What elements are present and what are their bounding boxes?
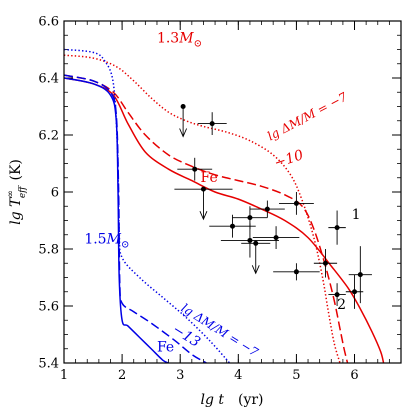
y-tick-label: 5.6: [38, 300, 59, 315]
observation-point: [174, 186, 233, 221]
observation-marker: [293, 269, 299, 275]
plot-frame: [63, 20, 402, 364]
annotation-mass-sub: ⊙: [194, 38, 202, 49]
y-tick-label: 6.2: [38, 129, 59, 144]
annotation-mass-blue: 1.5M⊙: [84, 231, 129, 250]
annotation-mass-value: 1.3: [157, 30, 179, 46]
x-tick-label: 5: [292, 368, 300, 383]
x-tick-label: 3: [176, 368, 184, 383]
annotation-mass-symbol: M: [106, 231, 122, 247]
observation-point: [252, 226, 300, 249]
x-tick-label: 1: [60, 368, 68, 383]
annotation-label-1: 1: [352, 207, 361, 223]
observation-point: [249, 200, 285, 218]
observation-point: [278, 192, 314, 215]
x-axis-label-unit: (yr): [238, 392, 264, 408]
observation-marker: [264, 206, 270, 212]
y-axis-label-unit: (K): [8, 159, 24, 180]
observation-marker: [293, 200, 299, 206]
observation-point: [241, 240, 271, 275]
y-axis-label-text: lg T: [8, 196, 24, 225]
observation-point: [328, 283, 346, 306]
observation-marker: [357, 272, 363, 278]
observation-point: [220, 223, 279, 258]
annotation-mass-red: 1.3M⊙: [157, 30, 202, 49]
observation-marker: [230, 223, 235, 229]
x-axis-label: lg t (yr): [200, 392, 263, 408]
observation-marker: [334, 225, 340, 231]
y-tick-label: 5.8: [38, 243, 59, 258]
observation-marker: [334, 292, 340, 298]
observation-marker: [200, 186, 206, 192]
y-tick-labels: 5.4 5.6 5.8 6 6.2 6.4 6.6: [38, 15, 59, 372]
observation-marker: [273, 235, 279, 241]
x-tick-label: 4: [234, 368, 242, 383]
observation-point: [328, 210, 346, 245]
observation-point: [179, 104, 188, 138]
observation-marker: [247, 237, 253, 243]
x-tick-label: 6: [350, 368, 358, 383]
observation-marker: [352, 289, 358, 295]
y-axis-label-sup: ∞: [6, 190, 16, 198]
series-line-red-dashed: [64, 74, 349, 363]
annotation-mass-symbol: M: [178, 30, 194, 46]
annotation-fe-blue: Fe: [157, 340, 174, 356]
observation-marker: [253, 240, 259, 246]
observation-point: [348, 246, 372, 304]
y-axis-label-sub: eff: [18, 185, 28, 198]
series-line-red-dotted: [64, 54, 341, 363]
series-line-blue-dotted: [64, 48, 231, 363]
y-tick-label: 6.6: [38, 15, 59, 30]
observations: [174, 104, 372, 309]
observation-point: [209, 214, 256, 238]
observation-marker: [322, 260, 328, 266]
upper-limit-arrowhead: [179, 128, 188, 138]
annotation-label-2: 2: [337, 297, 346, 313]
x-tick-label: 2: [118, 368, 126, 383]
y-axis-label: lg T∞ eff (K): [6, 159, 28, 225]
x-tick-labels: 1 2 3 4 5 6: [60, 368, 359, 383]
upper-limit-arrowhead: [199, 210, 208, 221]
observation-marker: [192, 166, 198, 172]
annotation-fe-red: Fe: [201, 170, 218, 186]
observation-marker: [209, 121, 215, 127]
series-line-blue-dashed: [64, 74, 207, 363]
observation-point: [197, 112, 227, 135]
y-tick-label: 6: [51, 186, 59, 201]
series-line-red-solid: [64, 77, 385, 363]
observation-point: [177, 157, 213, 181]
y-tick-label: 6.4: [38, 72, 59, 87]
annotation-mass-sub: ⊙: [121, 239, 129, 250]
observation-point: [313, 249, 338, 278]
annotation-mass-value: 1.5: [84, 231, 106, 247]
upper-limit-arrowhead: [251, 265, 260, 275]
y-tick-label: 5.4: [38, 357, 59, 372]
observation-point: [273, 263, 320, 281]
x-axis-label-text: lg t: [200, 392, 224, 408]
observation-marker: [180, 104, 186, 109]
observation-marker: [247, 215, 253, 221]
series-layer: [64, 48, 385, 363]
